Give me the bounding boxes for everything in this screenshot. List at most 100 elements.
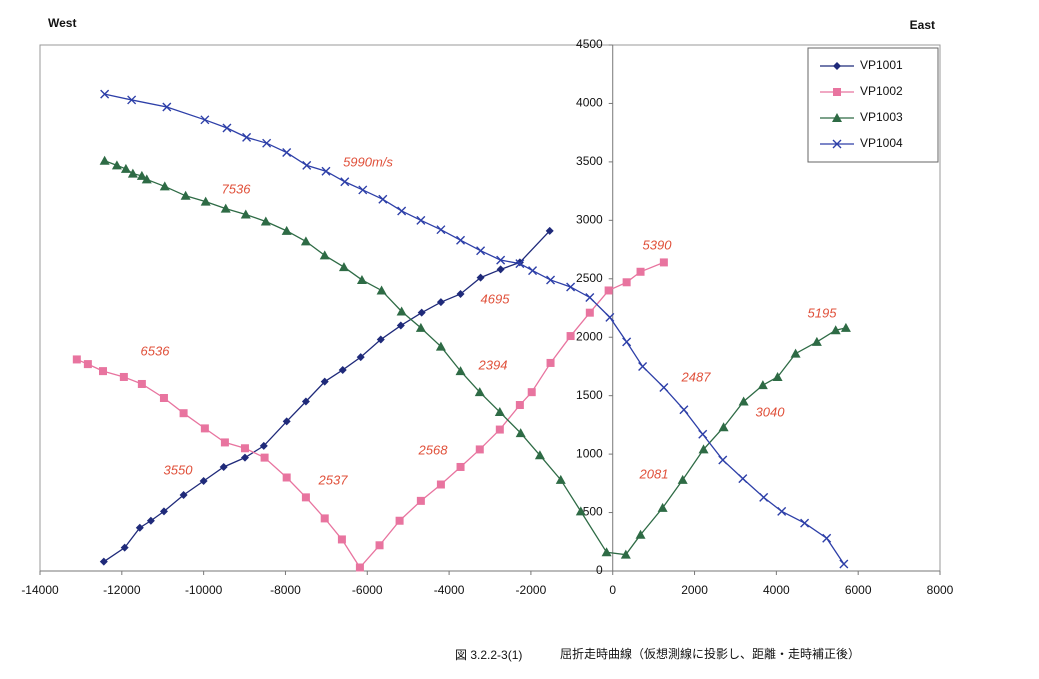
- marker: [585, 292, 595, 302]
- y-tick-label: 2000: [576, 329, 603, 343]
- x-tick-label: 8000: [927, 583, 954, 597]
- marker: [300, 236, 311, 246]
- marker: [356, 274, 367, 284]
- marker: [436, 480, 445, 489]
- marker: [319, 250, 330, 260]
- marker: [99, 367, 107, 376]
- marker: [83, 360, 92, 369]
- marker: [159, 181, 170, 191]
- marker: [338, 365, 347, 374]
- marker: [527, 388, 536, 397]
- marker: [320, 377, 329, 386]
- marker: [456, 289, 465, 298]
- legend-label: VP1003: [860, 110, 903, 124]
- marker: [396, 306, 407, 316]
- marker: [137, 379, 146, 388]
- marker: [141, 174, 152, 184]
- marker: [566, 282, 576, 292]
- marker: [72, 355, 81, 364]
- marker: [495, 425, 504, 434]
- marker: [119, 372, 128, 381]
- marker: [738, 396, 749, 406]
- marker: [199, 476, 208, 485]
- y-tick-label: 2500: [576, 271, 603, 285]
- velocity-annotation: 5195: [808, 305, 838, 320]
- marker: [718, 422, 729, 432]
- marker: [260, 453, 269, 462]
- marker: [605, 312, 615, 322]
- velocity-annotation: 5990m/s: [343, 154, 393, 169]
- marker: [99, 557, 108, 566]
- y-tick-label: 0: [596, 563, 603, 577]
- marker: [622, 278, 631, 287]
- marker: [800, 518, 810, 528]
- y-tick-label: 3000: [576, 213, 603, 227]
- marker: [302, 160, 312, 170]
- marker: [259, 441, 268, 450]
- marker: [416, 496, 425, 505]
- velocity-annotation: 2537: [318, 472, 349, 487]
- velocity-annotation: 7536: [222, 181, 252, 196]
- marker: [811, 336, 822, 346]
- marker: [622, 337, 632, 347]
- west-label: West: [48, 16, 76, 30]
- marker: [159, 394, 168, 403]
- y-tick-label: 500: [583, 505, 603, 519]
- legend-marker: [832, 139, 842, 149]
- velocity-annotation: 6536: [141, 343, 171, 358]
- y-tick-label: 4500: [576, 37, 603, 51]
- marker: [242, 132, 252, 142]
- marker: [635, 529, 646, 539]
- marker: [790, 348, 801, 358]
- x-tick-label: -4000: [434, 583, 465, 597]
- marker: [301, 493, 310, 502]
- marker: [282, 148, 292, 158]
- marker: [545, 226, 554, 235]
- marker: [220, 203, 231, 213]
- velocity-annotation: 3040: [756, 404, 786, 419]
- x-tick-label: -12000: [103, 583, 141, 597]
- marker: [436, 298, 445, 307]
- legend-marker: [833, 88, 841, 96]
- marker: [757, 380, 768, 390]
- marker: [340, 177, 350, 187]
- marker: [262, 138, 272, 148]
- marker: [456, 235, 466, 245]
- x-tick-label: -6000: [352, 583, 383, 597]
- marker: [435, 341, 446, 351]
- series-line: [76, 261, 665, 569]
- marker: [376, 335, 385, 344]
- marker: [111, 160, 122, 170]
- marker: [604, 286, 613, 295]
- marker: [356, 353, 365, 362]
- marker: [415, 322, 426, 332]
- marker: [718, 455, 728, 465]
- marker: [496, 255, 506, 265]
- marker: [135, 523, 144, 532]
- marker: [417, 308, 426, 317]
- legend-label: VP1001: [860, 58, 903, 72]
- marker: [240, 209, 251, 219]
- velocity-annotation: 5390: [643, 237, 673, 252]
- marker: [320, 514, 329, 523]
- marker: [355, 563, 364, 572]
- velocity-annotation: 2487: [681, 369, 712, 384]
- marker: [179, 409, 188, 418]
- legend-marker: [832, 113, 842, 122]
- x-tick-label: 0: [609, 583, 616, 597]
- marker: [496, 265, 505, 274]
- marker: [677, 474, 688, 484]
- marker: [99, 155, 110, 165]
- velocity-annotation: 2394: [478, 357, 508, 372]
- marker: [698, 444, 709, 454]
- marker: [180, 190, 191, 200]
- marker: [476, 273, 485, 282]
- marker: [657, 502, 668, 512]
- marker: [566, 332, 575, 341]
- marker: [395, 516, 404, 525]
- marker: [179, 491, 188, 500]
- marker: [100, 89, 110, 99]
- x-tick-label: -14000: [21, 583, 59, 597]
- marker: [120, 163, 131, 173]
